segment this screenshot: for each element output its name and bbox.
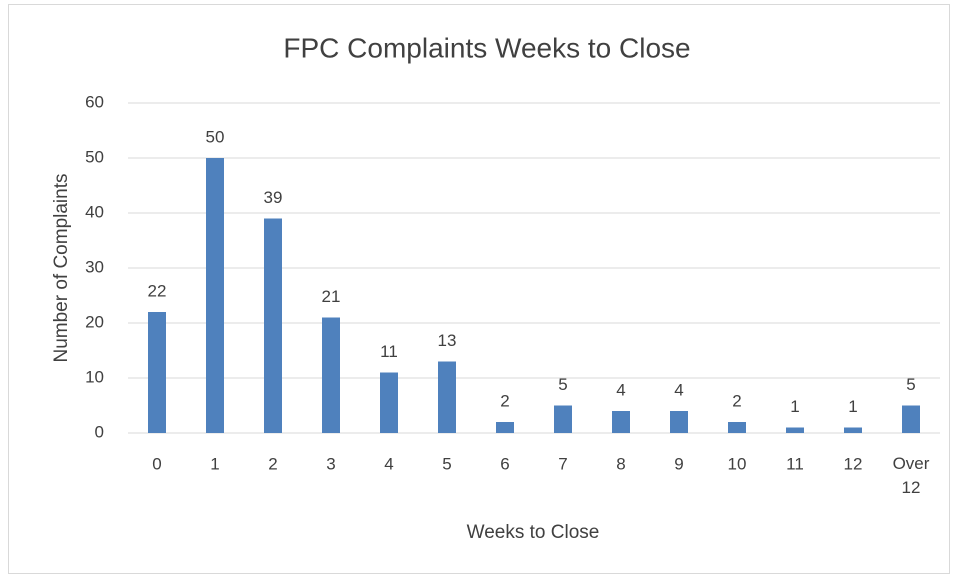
data-label: 2 [732,391,741,410]
x-tick-label: 2 [268,454,277,473]
x-tick-label: Over 12 [893,454,930,497]
data-label: 5 [558,375,567,394]
data-label: 1 [848,397,857,416]
x-tick-label: 11 [786,454,804,473]
y-axis-label: Number of Complaints [51,173,72,362]
data-label: 5 [906,375,915,394]
x-tick-label: 8 [616,454,625,473]
data-label: 22 [148,281,167,300]
bar [380,372,398,433]
bar [148,312,166,433]
data-label: 21 [322,287,341,306]
data-label: 4 [616,380,625,399]
x-tick-label: 3 [326,454,335,473]
bar [438,361,456,433]
bar [554,405,572,433]
x-tick-label: 6 [500,454,509,473]
y-tick-label: 50 [85,147,104,166]
x-tick-label: 10 [728,454,747,473]
data-label: 11 [380,342,398,361]
x-axis-label: Weeks to Close [467,522,600,543]
data-label: 13 [438,331,457,350]
chart-title: FPC Complaints Weeks to Close [283,32,690,63]
data-label: 2 [500,391,509,410]
data-label: 50 [206,127,225,146]
x-tick-label: 5 [442,454,451,473]
data-label: 4 [674,380,683,399]
chart-border [8,4,950,574]
bar [670,411,688,433]
bar [844,427,862,433]
bar [902,405,920,433]
bar [496,422,514,433]
bar [264,218,282,433]
y-tick-label: 10 [85,367,104,386]
x-tick-label: 12 [844,454,863,473]
x-tick-label: 9 [674,454,683,473]
bar [728,422,746,433]
x-tick-label: 4 [384,454,393,473]
data-label: 1 [790,397,799,416]
y-tick-label: 40 [85,202,104,221]
x-tick-label: 1 [210,454,219,473]
bar [206,158,224,433]
bar [786,427,804,433]
x-tick-label: 7 [558,454,567,473]
bar [322,317,340,433]
y-tick-label: 0 [95,422,104,441]
y-tick-label: 60 [85,92,104,111]
bar [612,411,630,433]
y-tick-label: 20 [85,312,104,331]
y-tick-label: 30 [85,257,104,276]
data-label: 39 [264,188,283,207]
x-tick-label: 0 [152,454,161,473]
